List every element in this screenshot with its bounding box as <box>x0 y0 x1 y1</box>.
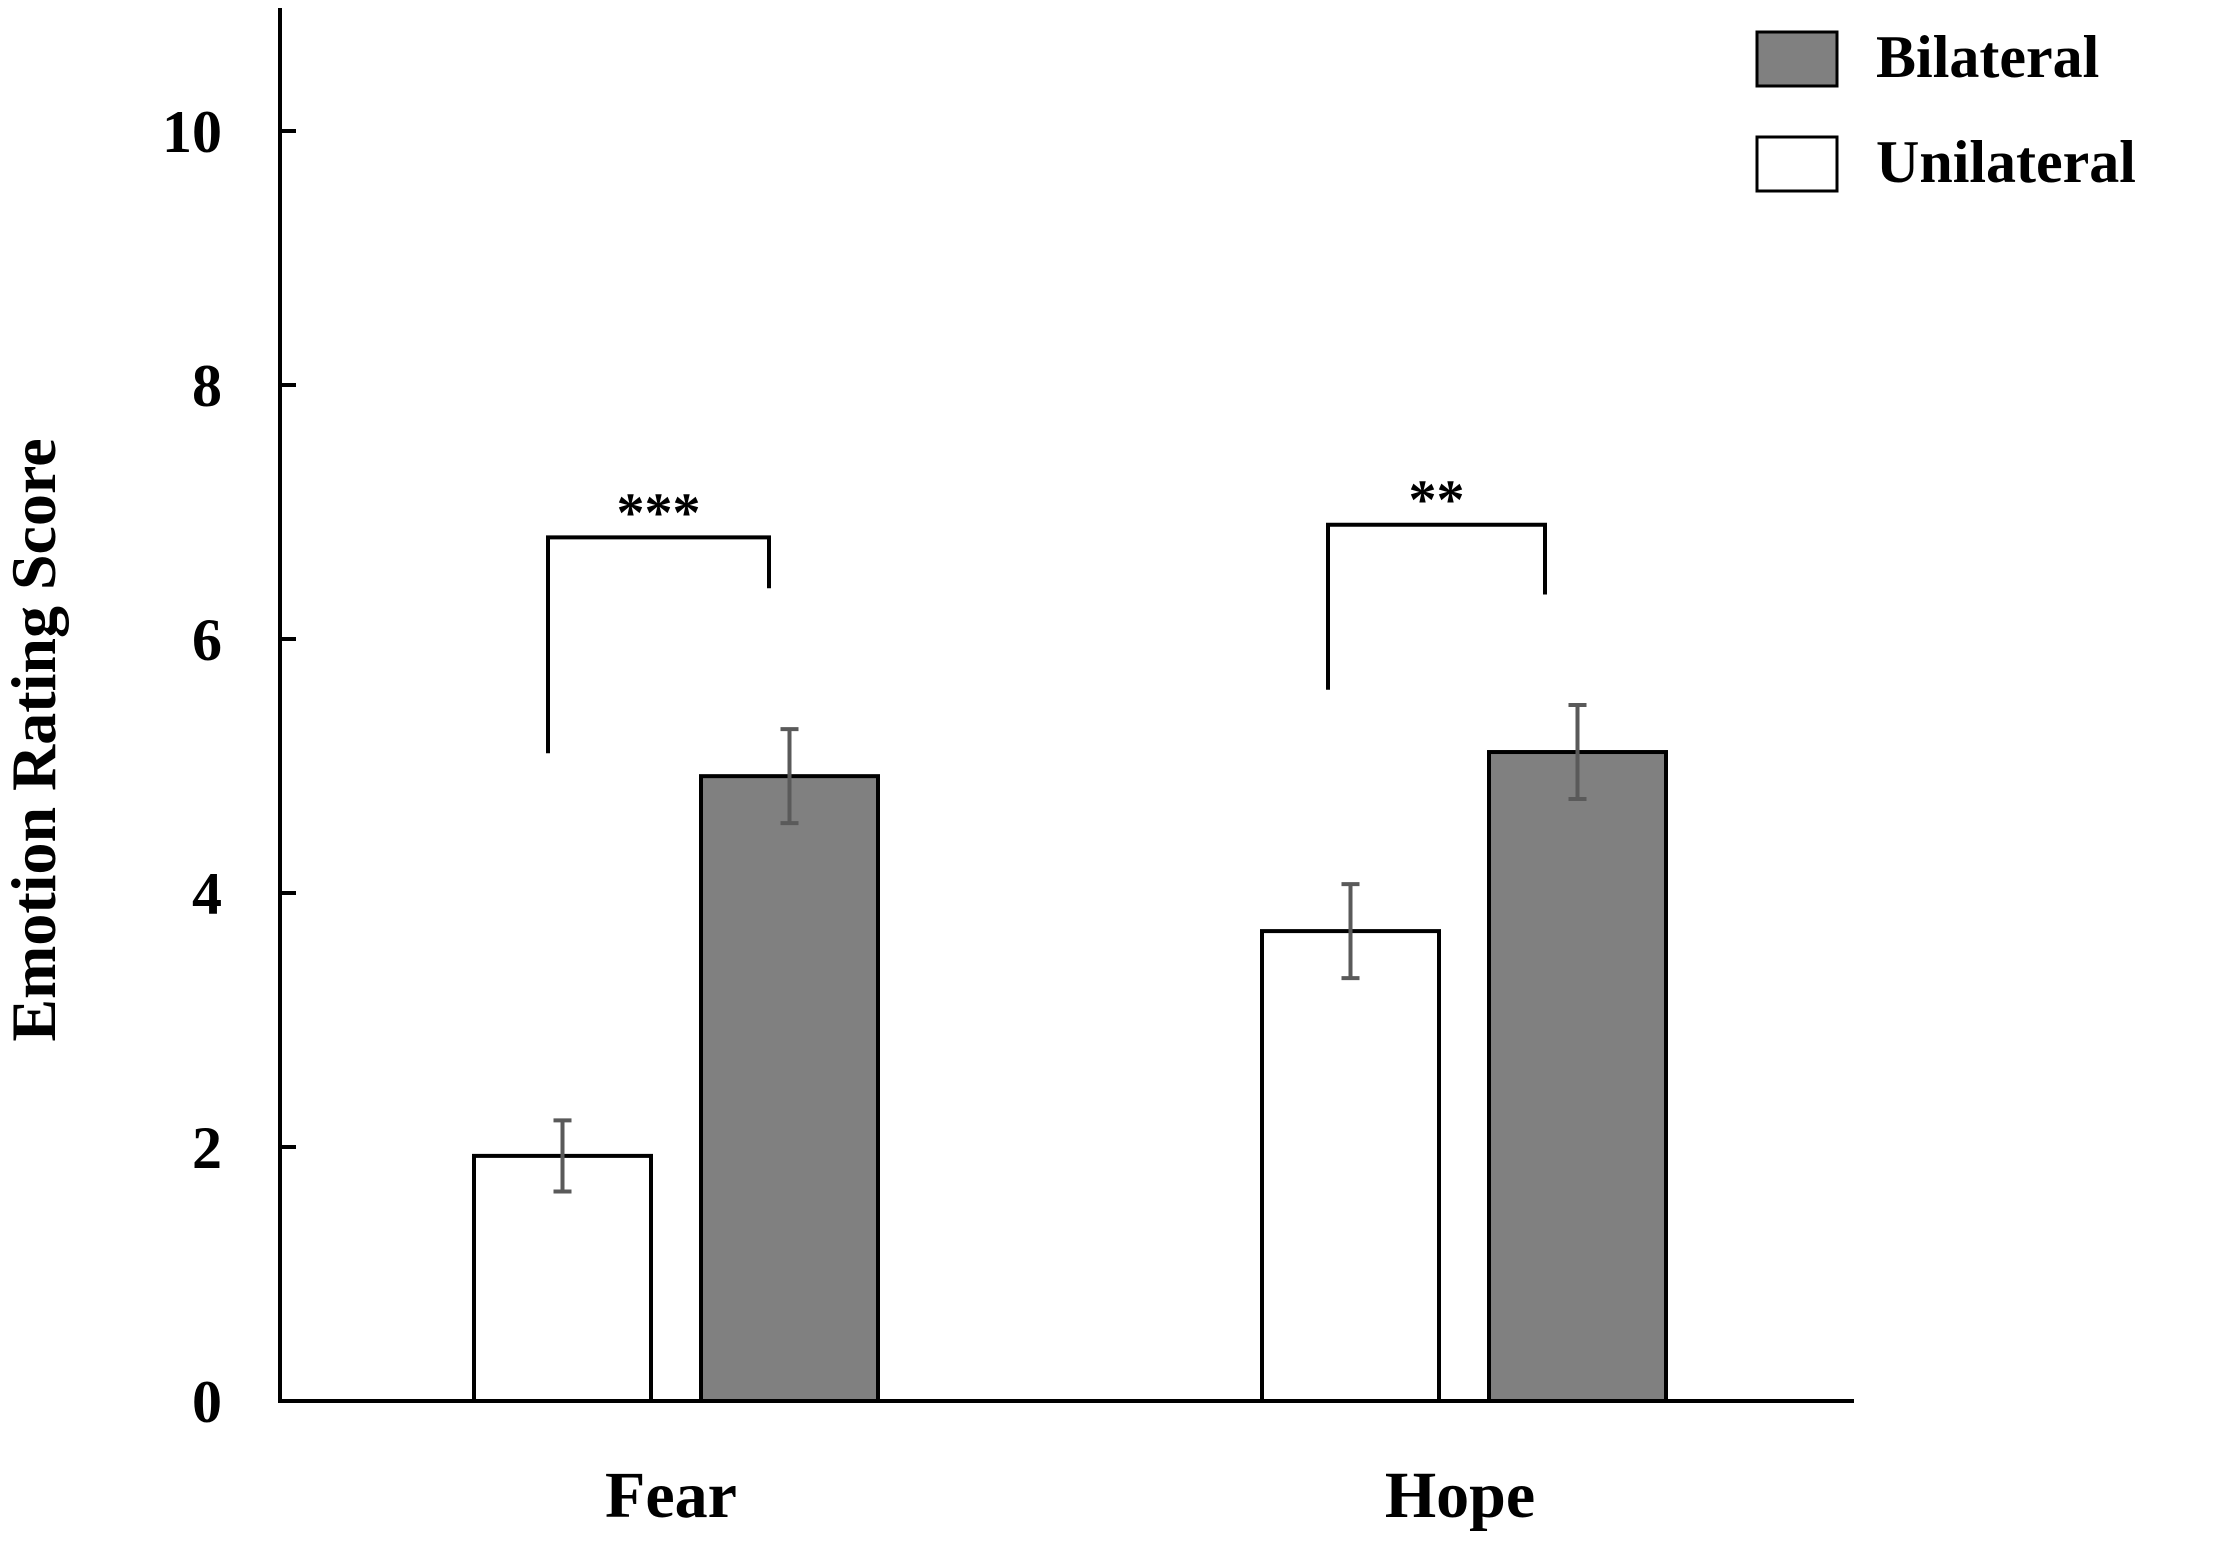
legend-swatch-unilateral <box>1755 135 1839 193</box>
x-tick-label: Fear <box>605 1459 737 1532</box>
bar-bilateral-fear <box>699 774 880 1403</box>
y-axis-label: Emotion Rating Score <box>0 438 69 1041</box>
significance-label: *** <box>617 482 701 544</box>
bar-bilateral-hope <box>1487 750 1668 1403</box>
significance-bracket <box>1326 522 1547 690</box>
y-tick-label: 0 <box>192 1369 222 1435</box>
x-tick-label: Hope <box>1385 1459 1535 1532</box>
legend-swatch-bilateral <box>1755 30 1839 88</box>
y-tick-label: 4 <box>192 861 222 927</box>
significance-brackets: *** ** <box>546 470 1547 754</box>
y-ticks: 0 2 4 6 8 10 <box>162 99 296 1435</box>
x-tick-labels: Fear Hope <box>605 1459 1535 1532</box>
bar-unilateral-fear <box>472 1153 653 1404</box>
significance-bracket <box>546 535 771 754</box>
y-tick-label: 10 <box>162 99 222 165</box>
y-tick-label: 2 <box>192 1115 222 1181</box>
y-tick-label: 6 <box>192 607 222 673</box>
legend: Bilateral Unilateral <box>1755 24 2136 195</box>
legend-label-unilateral: Unilateral <box>1876 129 2136 195</box>
significance-label: ** <box>1409 470 1465 532</box>
bar-unilateral-hope <box>1260 929 1441 1403</box>
y-tick-label: 8 <box>192 353 222 419</box>
bars <box>472 703 1668 1404</box>
legend-label-bilateral: Bilateral <box>1876 24 2099 90</box>
